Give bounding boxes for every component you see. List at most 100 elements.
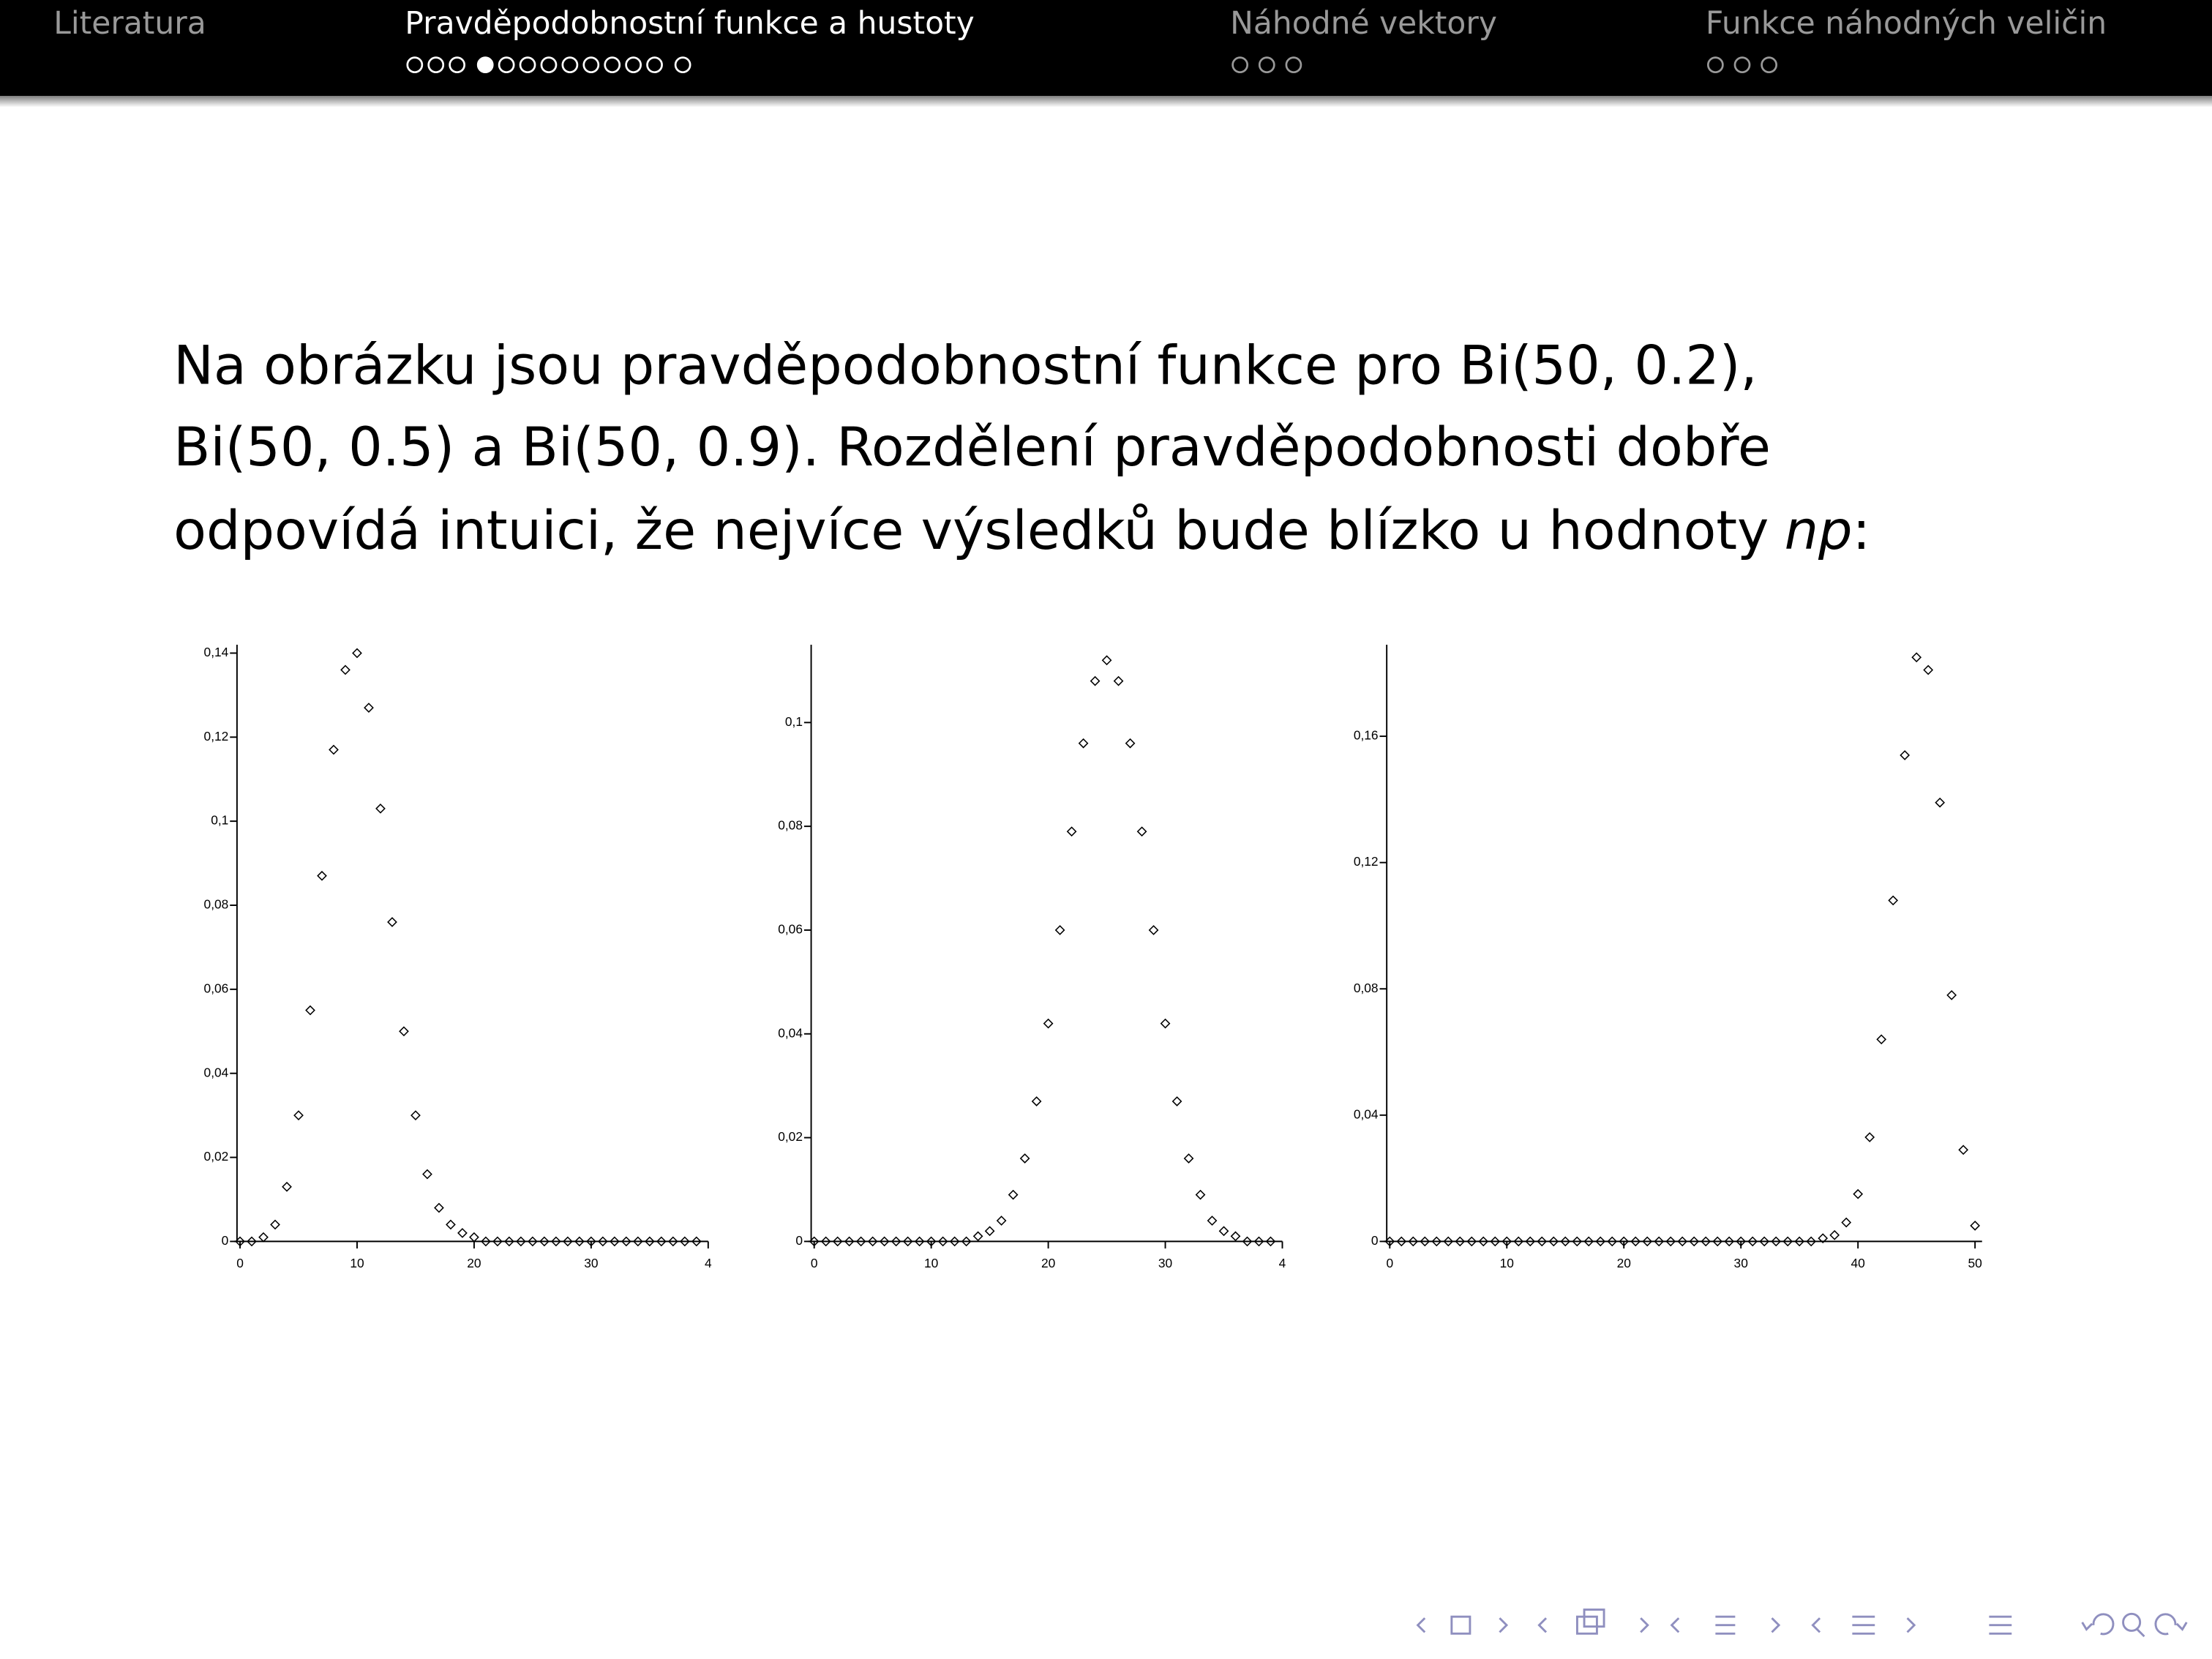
nav-next[interactable] (1771, 1617, 1781, 1633)
point (972, 1231, 983, 1242)
nav-doc[interactable] (1852, 1615, 1875, 1635)
chart: 0 0,02 0,04 0,06 0,08 0,1 0,12 0,14 0 10 20 30 4 (204, 644, 712, 1270)
nav-appendix[interactable] (1989, 1615, 2012, 1635)
nav-search[interactable] (2122, 1612, 2142, 1632)
point (282, 1181, 292, 1192)
frame-dot[interactable] (1258, 56, 1275, 74)
y-tick-label: 0,1 (211, 813, 228, 828)
y-tick-label: 0,04 (1354, 1106, 1379, 1121)
nav-next[interactable] (1499, 1617, 1509, 1633)
charts: 00,020,040,060,080,10,120,140 10 20 30 400,0… (204, 644, 1982, 1270)
point (1183, 1153, 1194, 1164)
frame-dot[interactable] (498, 56, 515, 74)
point (528, 1236, 538, 1247)
frame-dot[interactable] (561, 56, 579, 74)
point (1265, 1236, 1276, 1247)
frame-dot[interactable] (1761, 56, 1778, 74)
frame-dot[interactable] (1733, 56, 1751, 74)
nav-subsection[interactable] (1583, 1609, 1605, 1628)
point (832, 1236, 843, 1247)
point (516, 1236, 526, 1247)
point (1841, 1217, 1852, 1228)
frame-dot[interactable] (674, 56, 691, 74)
point (1619, 1236, 1630, 1247)
point (1242, 1236, 1253, 1247)
point (632, 1236, 643, 1247)
point (1782, 1236, 1793, 1247)
point (1935, 797, 1946, 808)
point (1747, 1236, 1758, 1247)
nav-section[interactable]: Pravděpodobnostní funkce a hustoty (405, 6, 974, 42)
frame-dot[interactable] (406, 56, 424, 74)
nav-frame[interactable] (1450, 1615, 1471, 1635)
header-bar (0, 0, 2212, 97)
frame-dot[interactable] (625, 56, 642, 74)
nav-forward[interactable] (2154, 1613, 2188, 1636)
frame-dot[interactable] (427, 56, 445, 74)
frame-dot-current[interactable] (476, 56, 494, 74)
frame-dot[interactable] (449, 56, 466, 74)
point (446, 1219, 456, 1230)
point (667, 1236, 678, 1247)
point (809, 1236, 820, 1247)
point (1043, 1018, 1054, 1029)
nav-prev[interactable] (1537, 1617, 1548, 1633)
nav-section[interactable] (1715, 1615, 1736, 1635)
nav-section[interactable]: Náhodné vektory (1230, 6, 1497, 42)
chart: 0 0,04 0,08 0,12 0,16 0 10 20 30 40 50 (1354, 644, 1982, 1270)
frame-dot[interactable] (519, 56, 536, 74)
point (1148, 925, 1159, 935)
y-tick-label: 0,04 (204, 1065, 229, 1079)
nav-search[interactable] (2136, 1628, 2145, 1638)
nav-section[interactable]: Literatura (53, 6, 206, 42)
y-tick-label: 0,12 (204, 729, 229, 744)
x-tick-label: 0 (1386, 1256, 1393, 1270)
point (1136, 826, 1147, 837)
nav-prev[interactable] (1670, 1617, 1680, 1633)
nav-next[interactable] (1640, 1617, 1649, 1633)
point (1253, 1236, 1264, 1247)
point (375, 804, 386, 814)
frame-dot[interactable] (1231, 56, 1249, 74)
point (504, 1236, 514, 1247)
point (340, 664, 350, 675)
header-shadow (0, 96, 2212, 108)
frame-dot[interactable] (1706, 56, 1724, 74)
point (609, 1236, 620, 1247)
punctuation: : (1853, 500, 1871, 562)
point (1066, 826, 1077, 837)
nav-prev[interactable] (1416, 1617, 1426, 1633)
nav-next[interactable] (1906, 1617, 1916, 1633)
point (1230, 1231, 1241, 1242)
point (937, 1236, 948, 1247)
nav-prev[interactable] (1811, 1617, 1821, 1633)
point (469, 1232, 479, 1243)
point (1466, 1236, 1477, 1247)
frame-dot[interactable] (582, 56, 600, 74)
point (1525, 1236, 1536, 1247)
x-tick-label: 0 (236, 1256, 244, 1270)
point (1665, 1236, 1676, 1247)
point (855, 1236, 866, 1247)
nav-section[interactable]: Funkce náhodných veličin (1706, 6, 2107, 42)
nav-subsection[interactable] (1575, 1615, 1598, 1635)
frame-dot[interactable] (540, 56, 558, 74)
point (1384, 1236, 1395, 1247)
y-tick-label: 0,06 (204, 981, 229, 995)
point (984, 1226, 995, 1237)
point (586, 1236, 596, 1247)
y-tick-label: 0,06 (778, 922, 803, 937)
point (364, 703, 374, 713)
x-tick-label: 10 (924, 1256, 938, 1270)
point (1408, 1236, 1419, 1247)
point (551, 1236, 561, 1247)
frame-dot[interactable] (646, 56, 663, 74)
nav-back[interactable] (2081, 1613, 2115, 1636)
point (1125, 738, 1136, 749)
frame-dot[interactable] (604, 56, 621, 74)
point (399, 1026, 409, 1037)
frame-dot[interactable] (1285, 56, 1302, 74)
point (1724, 1236, 1735, 1247)
paragraph-line: odpovídá intuici, že nejvíce výsledků bu… (173, 500, 1870, 562)
